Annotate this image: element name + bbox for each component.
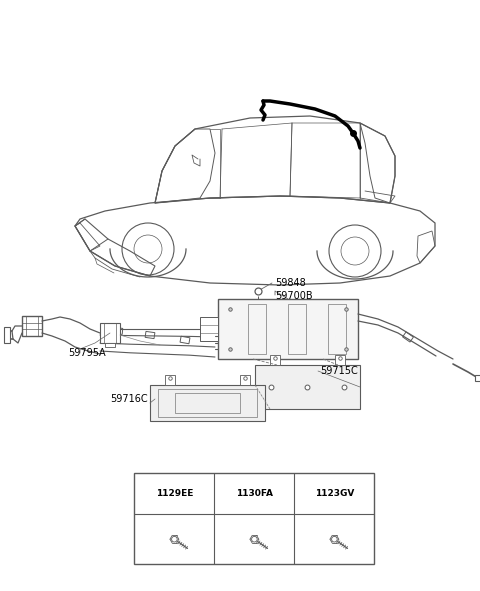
Polygon shape (100, 323, 120, 343)
Polygon shape (240, 375, 250, 385)
Text: 59848: 59848 (275, 278, 306, 288)
Text: 59700B: 59700B (275, 291, 312, 301)
Polygon shape (150, 385, 265, 421)
Bar (134, 473, 215, 514)
Text: 1123GV: 1123GV (315, 489, 354, 498)
Text: 1129EE: 1129EE (156, 489, 193, 498)
Polygon shape (4, 327, 10, 343)
Bar (294, 473, 374, 514)
Polygon shape (22, 316, 42, 336)
Bar (215, 473, 294, 514)
Text: 1130FA: 1130FA (236, 489, 273, 498)
Polygon shape (218, 299, 358, 359)
Text: 59715C: 59715C (320, 366, 358, 376)
Polygon shape (105, 343, 115, 347)
Text: 59716C: 59716C (110, 394, 148, 404)
Polygon shape (335, 355, 345, 365)
Polygon shape (200, 317, 218, 341)
Polygon shape (134, 473, 374, 564)
Polygon shape (165, 375, 175, 385)
Polygon shape (270, 355, 280, 365)
Polygon shape (255, 365, 360, 409)
Text: 59795A: 59795A (68, 348, 106, 358)
